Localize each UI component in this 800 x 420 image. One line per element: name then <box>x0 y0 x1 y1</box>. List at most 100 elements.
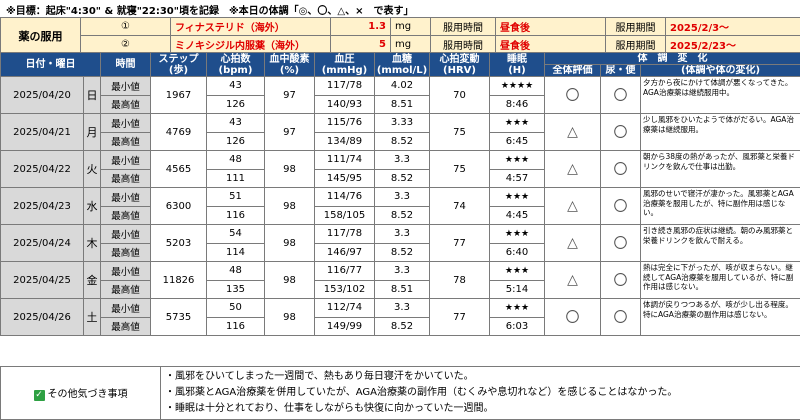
hrv-cell: 70 <box>429 76 490 114</box>
date-cell: 2025/04/22 <box>0 150 84 188</box>
other-note-line: ・風邪をひいてしまった一週間で、熱もあり毎日寝汗をかいていた。 <box>165 371 474 382</box>
hrv-cell: 75 <box>429 113 490 151</box>
urine-rating: 〇 <box>600 76 641 114</box>
overall-rating: 〇 <box>544 76 601 114</box>
blood-pressure-max: 145/95 <box>314 168 375 188</box>
header-sleep: 睡眠 (H) <box>489 52 545 77</box>
header-date: 日付・曜日 <box>0 52 101 77</box>
sleep-rating: ★★★ <box>489 224 545 244</box>
blood-pressure-max: 134/89 <box>314 131 375 151</box>
header-urine: 尿・便 <box>600 64 641 77</box>
medication-row: ② ミノキシジル内服薬（海外） 5 mg 服用時間 昼食後 服用期間 2025/2/23～ <box>1 35 800 54</box>
table-row: 2025/04/20 日最小値 1967 43 97 117/78 4.02 70 ★★★★ 〇〇… <box>0 76 800 114</box>
sleep-duration: 8:46 <box>489 94 545 114</box>
hrv-cell: 77 <box>429 224 490 262</box>
glucose-max: 8.51 <box>374 279 430 299</box>
blood-pressure-min: 111/74 <box>314 150 375 170</box>
other-note-line: ・風邪薬とAGA治療薬を併用していたが、AGA治療薬の副作用（むくみや息切れなど… <box>165 387 678 398</box>
header-steps: ステップ (歩) <box>150 52 207 77</box>
min-label: 最小値 <box>100 298 151 318</box>
medication-dose: 5 <box>330 35 391 54</box>
medication-name: フィナステリド（海外） <box>170 17 331 36</box>
glucose-max: 8.52 <box>374 316 430 336</box>
other-note-line: ・睡眠は十分とれており、仕事をしながらも快復に向かっていた一週間。 <box>165 403 494 414</box>
sleep-rating: ★★★ <box>489 261 545 281</box>
blood-pressure-max: 140/93 <box>314 94 375 114</box>
medication-unit: mg <box>390 17 431 36</box>
sleep-duration: 6:45 <box>489 131 545 151</box>
medication-unit: mg <box>390 35 431 54</box>
heart-rate-max: 126 <box>206 94 265 114</box>
heart-rate-min: 43 <box>206 113 265 133</box>
min-label: 最小値 <box>100 261 151 281</box>
table-row: 2025/04/21 月最小値 4769 43 97 115/76 3.33 75 ★★★ △ 〇少… <box>0 113 800 151</box>
weekday-cell: 水 <box>83 187 101 225</box>
other-notes-label: ✓ その他気づき事項 <box>0 366 161 420</box>
blood-pressure-max: 146/97 <box>314 242 375 262</box>
table-row: 最高値 135 153/102 8.51 5:14 <box>1 279 800 299</box>
sleep-rating: ★★★ <box>489 150 545 170</box>
glucose-max: 8.51 <box>374 94 430 114</box>
hrv-cell: 74 <box>429 187 490 225</box>
steps-cell: 11826 <box>150 261 207 299</box>
urine-rating: 〇 <box>600 298 641 336</box>
sleep-duration: 4:45 <box>489 205 545 225</box>
medication-period: 2025/2/23～ <box>665 35 800 54</box>
weekday-cell: 火 <box>83 150 101 188</box>
glucose-min: 3.33 <box>374 113 430 133</box>
date-cell: 2025/04/23 <box>0 187 84 225</box>
sleep-rating: ★★★ <box>489 298 545 318</box>
header-blood-pressure: 血圧 (mmHg) <box>314 52 375 77</box>
max-label: 最高値 <box>100 316 151 336</box>
blood-oxygen-cell: 97 <box>264 76 315 114</box>
steps-cell: 4565 <box>150 150 207 188</box>
overall-rating: △ <box>544 224 601 262</box>
medication-table: 薬の服用 ① フィナステリド（海外） 1.3 mg 服用時間 昼食後 服用期間 2025/2/3… <box>0 17 800 54</box>
header-change: (体調や体の変化) <box>639 64 800 77</box>
condition-remark: 夕方から夜にかけて体調が悪くなってきた。AGA治療薬は継続服用中。 <box>639 76 800 114</box>
date-cell: 2025/04/24 <box>0 224 84 262</box>
glucose-max: 8.52 <box>374 205 430 225</box>
blood-oxygen-cell: 97 <box>264 113 315 151</box>
header-condition: 体 調 変 化 <box>543 52 800 65</box>
blood-oxygen-cell: 98 <box>264 224 315 262</box>
table-row: 最高値 114 146/97 8.52 6:40 <box>1 242 800 262</box>
table-row: 最高値 116 149/99 8.52 6:03 <box>1 316 800 336</box>
weekday-cell: 日 <box>83 76 101 114</box>
sleep-rating: ★★★ <box>489 113 545 133</box>
heart-rate-min: 54 <box>206 224 265 244</box>
date-cell: 2025/04/25 <box>0 261 84 299</box>
medication-label: 薬の服用 <box>0 17 81 54</box>
max-label: 最高値 <box>100 205 151 225</box>
header-glucose: 血糖 (mmol/L) <box>374 52 430 77</box>
sleep-rating: ★★★★ <box>489 76 545 96</box>
max-label: 最高値 <box>100 279 151 299</box>
urine-rating: 〇 <box>600 224 641 262</box>
blood-pressure-max: 149/99 <box>314 316 375 336</box>
table-row: 最高値 126 134/89 8.52 6:45 <box>1 131 800 151</box>
sleep-duration: 6:03 <box>489 316 545 336</box>
hrv-cell: 77 <box>429 298 490 336</box>
overall-rating: △ <box>544 113 601 151</box>
overall-rating: 〇 <box>544 298 601 336</box>
condition-remark: 熱は完全に下がったが、咳が収まらない。継続してAGA治療薬を服用しているが、特に… <box>639 261 800 299</box>
heart-rate-min: 43 <box>206 76 265 96</box>
blood-oxygen-cell: 98 <box>264 298 315 336</box>
table-row: 最高値 111 145/95 8.52 4:57 <box>1 168 800 188</box>
other-notes-table: ✓ その他気づき事項 ・風邪をひいてしまった一週間で、熱もあり毎日寝汗をかいていた… <box>0 366 800 420</box>
min-label: 最小値 <box>100 224 151 244</box>
blood-oxygen-cell: 98 <box>264 150 315 188</box>
medication-period-label: 服用期間 <box>605 35 666 54</box>
medication-period: 2025/2/3～ <box>665 17 800 36</box>
sleep-rating: ★★★ <box>489 187 545 207</box>
medication-number: ② <box>80 35 171 54</box>
medication-row: 薬の服用 ① フィナステリド（海外） 1.3 mg 服用時間 昼食後 服用期間 2025/2/3… <box>0 17 800 54</box>
urine-rating: 〇 <box>600 113 641 151</box>
header-time: 時間 <box>100 52 151 77</box>
blood-pressure-min: 117/78 <box>314 224 375 244</box>
urine-rating: 〇 <box>600 150 641 188</box>
glucose-min: 3.3 <box>374 261 430 281</box>
table-row: 2025/04/25 金最小値 11826 48 98 116/77 3.3 78 ★★★ △ 〇熱… <box>0 261 800 299</box>
blood-pressure-max: 158/105 <box>314 205 375 225</box>
other-notes-text: ・風邪をひいてしまった一週間で、熱もあり毎日寝汗をかいていた。 ・風邪薬とAGA… <box>160 366 800 420</box>
